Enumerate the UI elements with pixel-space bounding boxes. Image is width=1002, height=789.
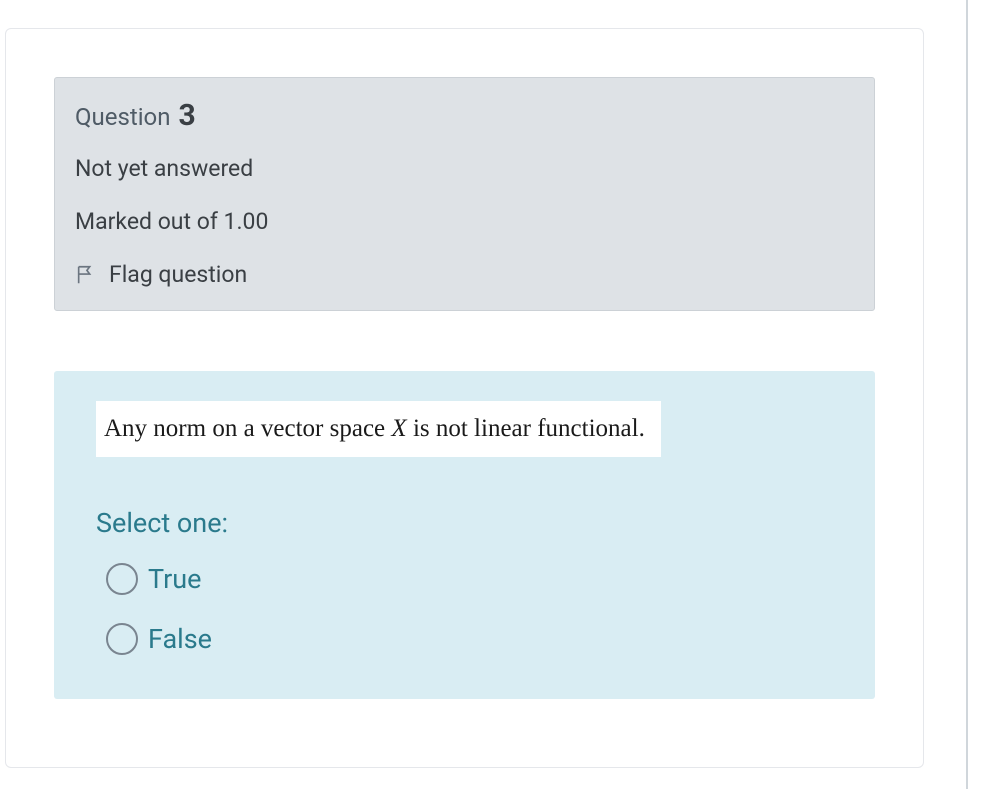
option-label-false: False: [148, 623, 212, 655]
question-label-prefix: Question: [75, 103, 170, 131]
question-text-wrapper: Any norm on a vector space X is not line…: [96, 401, 661, 457]
option-label-true: True: [148, 563, 201, 595]
question-number: 3: [178, 98, 195, 133]
question-text: Any norm on a vector space X is not line…: [104, 415, 645, 442]
question-marks: Marked out of 1.00: [75, 208, 854, 235]
question-text-var: X: [391, 415, 406, 442]
question-card: Question 3 Not yet answered Marked out o…: [5, 28, 924, 768]
radio-true[interactable]: [106, 563, 138, 595]
select-one-label: Select one:: [96, 507, 833, 539]
radio-false[interactable]: [106, 623, 138, 655]
flag-question-label: Flag question: [109, 261, 247, 288]
flag-question-link[interactable]: Flag question: [75, 261, 854, 288]
question-number-line: Question 3: [75, 98, 854, 133]
question-info-box: Question 3 Not yet answered Marked out o…: [54, 77, 875, 311]
question-status: Not yet answered: [75, 155, 854, 182]
option-row-true[interactable]: True: [106, 563, 833, 595]
page-wrapper: Question 3 Not yet answered Marked out o…: [0, 0, 968, 789]
flag-icon: [75, 264, 97, 286]
option-row-false[interactable]: False: [106, 623, 833, 655]
question-text-post: is not linear functional.: [407, 415, 645, 442]
question-text-pre: Any norm on a vector space: [104, 415, 391, 442]
question-content-box: Any norm on a vector space X is not line…: [54, 371, 875, 699]
